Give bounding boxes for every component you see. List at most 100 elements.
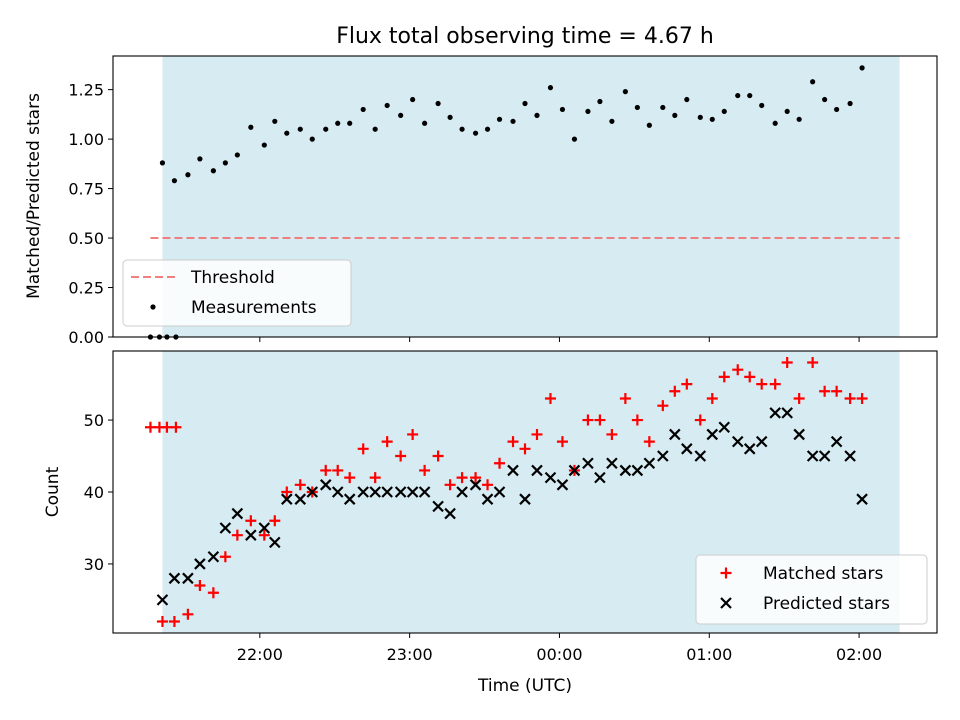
matched-star-marker [156,615,168,627]
matched-star-marker [494,457,506,469]
matched-star-marker [269,515,281,527]
chart-title: Flux total observing time = 4.67 h [336,24,714,49]
matched-star-marker [344,472,356,484]
predicted-star-marker [343,493,356,505]
predicted-star-marker [519,493,531,505]
measurement-point [197,156,203,162]
predicted-star-marker [319,479,332,491]
predicted-star-marker [619,464,632,477]
matched-star-marker [544,392,556,404]
matched-star-marker [756,378,768,390]
predicted-star-marker [743,443,756,455]
matched-star-marker [281,486,293,498]
measurement-point [697,114,703,120]
legend-measurements-swatch [150,304,156,310]
predicted-star-marker [394,486,407,498]
legend-predicted-swatch [720,597,732,609]
measurement-point [422,120,428,126]
predicted-star-marker [444,507,456,520]
matched-star-marker [395,450,407,462]
predicted-star-marker [844,450,856,462]
predicted-star-marker [182,572,194,585]
matched-star-marker [856,392,868,404]
measurement-point [272,118,278,124]
matched-star-marker [681,378,693,390]
measurement-point [747,92,753,99]
matched-star-marker [657,400,669,412]
predicted-star-marker [406,486,419,498]
matched-star-marker [194,580,206,592]
measurement-point [634,104,640,111]
legend-matched-swatch [720,567,732,579]
matched-star-marker [594,414,606,426]
bottom-y-tick-label: 50 [84,411,104,430]
predicted-star-marker [643,457,656,470]
x-tick-label: 23:00 [387,645,433,664]
predicted-star-marker [606,457,618,470]
measurement-point [472,130,479,136]
predicted-star-marker [331,486,344,498]
predicted-star-marker [531,464,543,477]
matched-star-marker [694,414,706,426]
predicted-star-marker [194,558,206,570]
top-y-tick-label: 0.75 [68,180,104,199]
measurement-point [709,116,715,122]
measurement-point [347,120,353,126]
legend-box [122,259,352,327]
predicted-star-marker [594,471,606,484]
matched-star-marker [258,529,270,541]
matched-star-marker [369,472,381,484]
matched-star-marker [732,364,744,376]
legend-threshold-label: Threshold [190,268,275,288]
top-legend: Threshold Measurements [122,259,352,327]
matched-star-marker [507,436,519,448]
measurement-point [784,108,790,115]
matched-star-marker [706,392,718,404]
measurement-point [185,172,191,178]
measurement-point [796,116,802,122]
bottom-legend: Matched stars Predicted stars [695,554,928,625]
matched-star-marker [182,608,194,620]
measurement-point [210,168,216,174]
measurement-point [571,136,578,142]
predicted-star-marker [556,479,569,491]
matched-star-marker [332,464,344,476]
predicted-star-marker [806,450,819,462]
predicted-star-marker [231,507,244,520]
measurement-point [297,126,303,132]
predicted-star-marker [657,450,669,462]
matched-star-marker [556,436,568,448]
matched-star-marker [470,472,482,484]
top-y-tick-label: 1.00 [68,130,104,149]
measurement-point [847,100,853,107]
predicted-star-marker [582,457,594,470]
bottom-axes-frame [112,350,938,634]
predicted-star-marker [781,407,793,419]
matched-star-marker [643,436,655,448]
matched-star-marker [631,414,643,426]
measurement-point [171,178,178,184]
bottom-y-tick-label: 30 [84,555,104,574]
top-y-tick-label: 0.25 [68,279,104,298]
predicted-star-marker [168,572,181,585]
predicted-star-marker [357,486,369,498]
matched-star-marker [320,464,332,476]
matched-star-marker [781,357,793,369]
legend-measurements-label: Measurements [191,298,317,318]
predicted-star-marker [568,464,581,477]
matched-star-marker [294,479,306,491]
predicted-star-marker [856,493,868,505]
predicted-star-marker [281,493,293,505]
matched-star-marker [219,551,231,563]
measurement-point [721,108,727,115]
matched-star-marker [444,479,456,491]
matched-star-marker [531,428,543,440]
matched-star-marker [807,357,819,369]
matched-star-marker [582,414,594,426]
matched-star-marker [519,443,531,455]
predicted-star-marker [718,421,731,434]
bottom-y-tick-label: 40 [84,483,104,502]
legend-box [695,554,928,625]
predicted-star-marker [219,522,232,534]
measurement-point [410,96,416,103]
